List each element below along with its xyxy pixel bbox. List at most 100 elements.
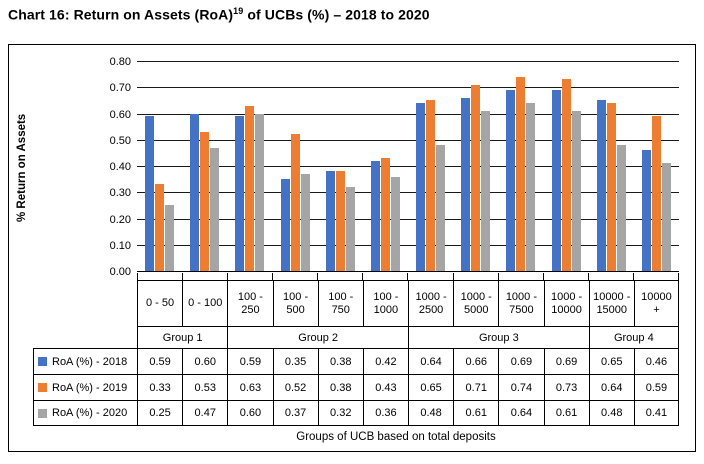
category-cell: 1000 - 10000 [543,280,589,326]
value-cell: 0.60 [227,400,273,426]
value-cell: 0.46 [633,348,679,374]
axis-tick [317,273,362,280]
x-axis-tick-marks [137,273,679,280]
bar-2019-10000-15000 [606,103,616,271]
value-cell: 0.37 [272,400,318,426]
y-axis-title: % Return on Assets [16,113,28,223]
bar-2020-100-250 [255,114,265,271]
value-cell: 0.43 [362,374,408,400]
bar-2020-100-500 [300,174,310,271]
category-cell: 10000 + [633,280,679,326]
data-table: 0 - 50 0 - 100 100 - 250 100 - 500 100 - 750… [33,280,679,426]
chart-title-footnote-ref: 19 [233,6,244,16]
category-cell: 100 - 250 [227,280,273,326]
category-cell: 1000 - 7500 [498,280,544,326]
bar-2018-100-1000 [370,161,380,271]
axis-tick [452,273,498,280]
value-cell: 0.42 [362,348,408,374]
gridline [137,139,679,141]
bar-cluster [182,62,227,271]
value-cell: 0.48 [408,400,454,426]
y-tick-label: 0.60 [109,108,131,121]
y-tick-label: 0.30 [109,187,131,200]
bar-2018-100-250 [235,116,245,271]
bar-2020-1000-10000 [571,111,581,271]
bar-cluster [498,62,543,271]
bar-2018-100-750 [325,171,335,271]
bar-cluster [137,62,182,271]
axis-tick [632,273,679,280]
bar-2020-10000-15000 [616,145,626,271]
bar-2019-1000-7500 [516,77,526,271]
group-cell: Group 4 [588,326,679,348]
value-cell: 0.60 [182,348,228,374]
value-cell: 0.64 [498,400,544,426]
bar-2019-100-1000 [380,158,390,271]
bar-2020-1000-7500 [526,103,536,271]
category-cell: 100 - 750 [317,280,363,326]
value-cell: 0.61 [453,400,499,426]
legend-label: RoA (%) - 2018 [52,355,128,368]
axis-tick [497,273,543,280]
bar-cluster [408,62,453,271]
group-cell: Group 2 [227,326,408,348]
table-corner-blank [33,280,137,326]
value-cell: 0.65 [408,374,454,400]
bar-2019-100-500 [290,134,300,271]
gridline [137,166,679,167]
gridline [137,244,679,246]
value-cell: 0.53 [182,374,228,400]
gridline [137,192,679,194]
axis-tick [362,273,407,280]
bar-2020-1000-2500 [436,145,446,271]
category-cell: 0 - 50 [137,280,183,326]
y-tick-label: 0.50 [109,134,131,147]
chart-title: Chart 16: Return on Assets (RoA)19 of UC… [8,6,430,23]
y-tick-label: 0.70 [109,82,131,95]
legend-cell: RoA (%) - 2018 [33,348,137,374]
y-tick-label: 0.10 [109,239,131,252]
bar-cluster [634,62,679,271]
axis-tick [587,273,633,280]
x-axis-title: Groups of UCB based on total deposits [296,431,496,443]
bar-2018-0-50 [145,116,155,271]
value-cell: 0.64 [408,348,454,374]
value-cell: 0.38 [317,348,363,374]
category-cell: 1000 - 2500 [408,280,454,326]
value-cell: 0.65 [588,348,634,374]
category-cell: 1000 - 5000 [453,280,499,326]
value-cell: 0.32 [317,400,363,426]
value-cell: 0.74 [498,374,544,400]
plot-area [137,61,679,272]
bar-2018-0-100 [190,114,200,271]
bar-2018-10000-15000 [596,100,606,271]
bar-2018-100-500 [280,179,290,271]
value-cell: 0.35 [272,348,318,374]
bar-2018-1000-7500 [506,90,516,271]
axis-tick [542,273,588,280]
legend-cell: RoA (%) - 2020 [33,400,137,426]
bar-2019-1000-2500 [426,100,436,271]
axis-tick [227,273,272,280]
group-cell: Group 3 [408,326,589,348]
bar-2019-10000+ [651,116,661,271]
value-cell: 0.66 [453,348,499,374]
value-cell: 0.47 [182,400,228,426]
bar-cluster [453,62,498,271]
value-cell: 0.36 [362,400,408,426]
axis-tick [137,273,182,280]
gridline [137,218,679,220]
value-cell: 0.61 [543,400,589,426]
bar-2019-0-50 [155,184,165,271]
value-cell: 0.25 [137,400,183,426]
legend-label: RoA (%) - 2020 [52,407,128,419]
chart-frame: % Return on Assets 0.00 0.10 0.20 0.30 0.40 0… [8,44,696,452]
category-cell: 100 - 500 [272,280,318,326]
bar-cluster [318,62,363,271]
value-cell: 0.64 [588,374,634,400]
bar-2019-0-100 [200,132,210,271]
value-cell: 0.41 [633,400,679,426]
legend-swatch-2019 [38,383,47,392]
table-corner-blank [33,326,137,348]
